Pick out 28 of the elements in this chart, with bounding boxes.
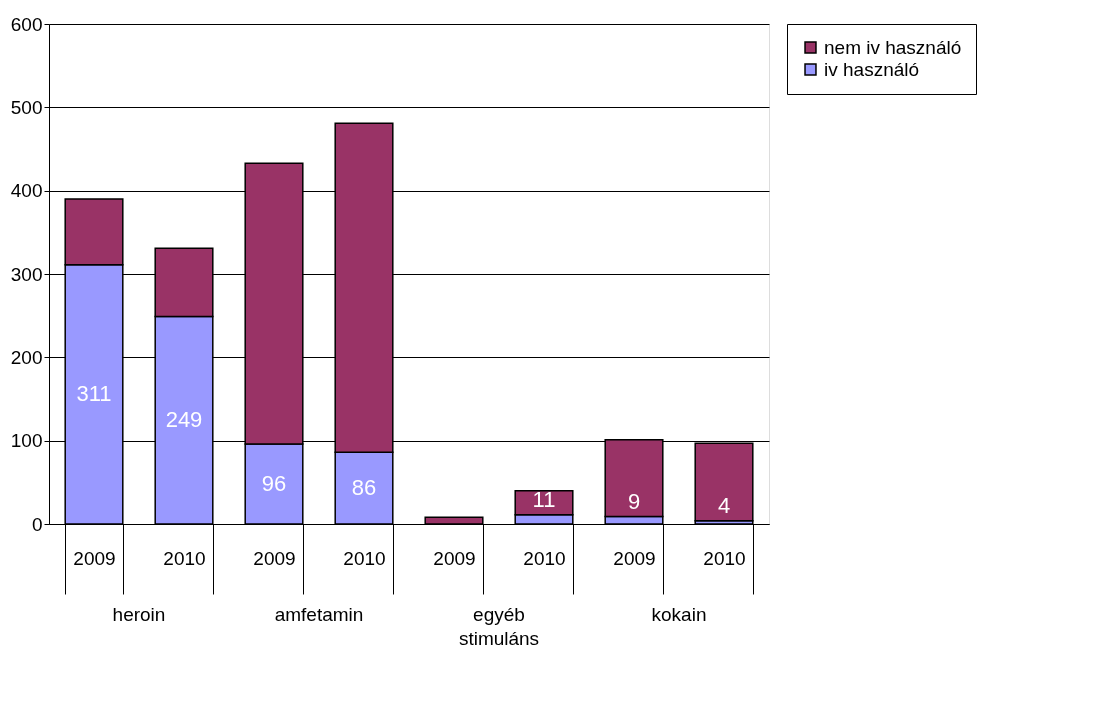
y-tick-label: 600 [10,13,43,35]
x-tick-label: 2010 [343,547,386,569]
y-tick-label: 200 [10,346,43,368]
x-tick-label: 2010 [523,547,566,569]
y-tick-label: 100 [10,430,43,452]
x-tick-label: 2010 [163,547,206,569]
x-tick-label: 2009 [433,547,476,569]
legend-label: iv használó [824,58,920,80]
data-label: 96 [261,471,287,496]
x-tick-label: 2010 [703,547,746,569]
data-label: 249 [165,407,203,433]
text: egyéb stimuláns [458,604,540,649]
y-tick-label: 500 [10,96,43,118]
y-tick-label: 400 [10,180,43,202]
x-tick-label: 2009 [253,547,296,569]
data-label: 86 [351,475,377,501]
text: kokain [651,604,707,625]
y-tick-label: 300 [10,263,43,285]
y-tick-label: 0 [31,513,43,535]
text: heroin [112,604,166,625]
data-label: 9 [627,488,641,514]
x-tick-label: 2009 [73,547,116,569]
text: amfetamin [274,604,364,625]
data-label: 11 [532,486,556,512]
data-label: 4 [717,492,731,518]
legend-label: nem iv használó [824,36,962,58]
data-label: 311 [76,381,112,407]
x-tick-label: 2009 [613,547,656,569]
